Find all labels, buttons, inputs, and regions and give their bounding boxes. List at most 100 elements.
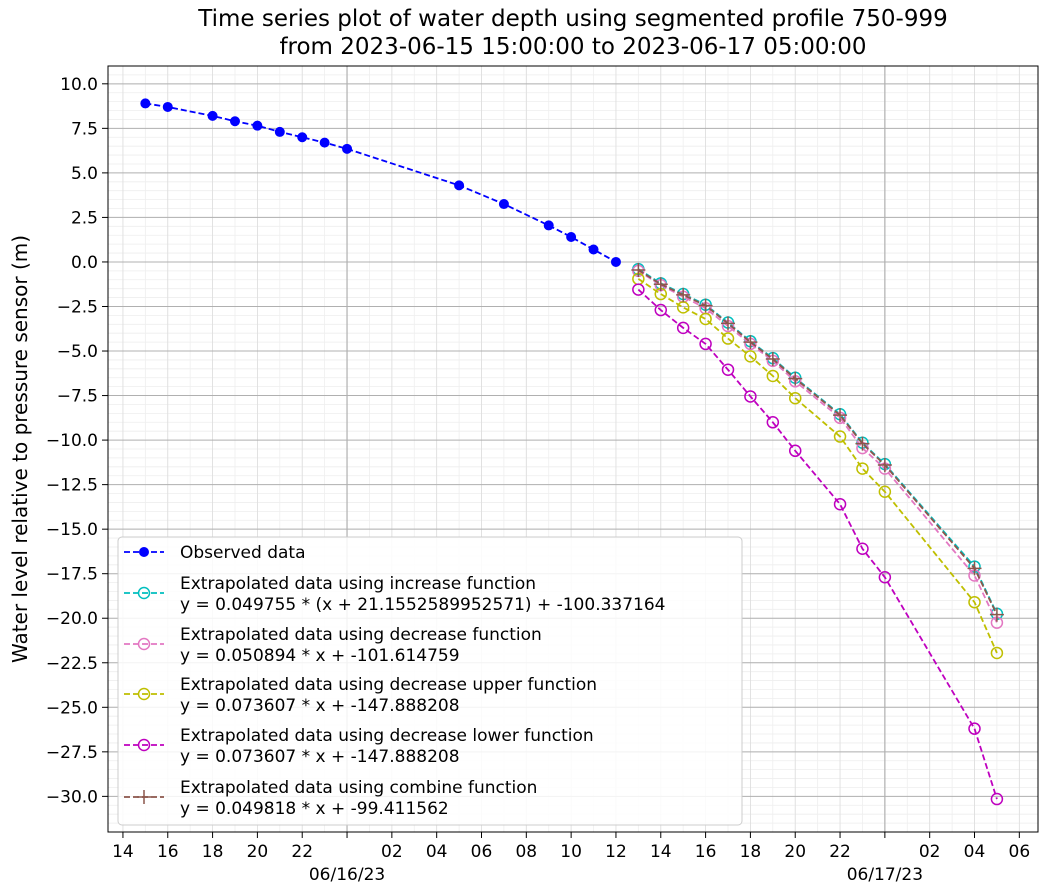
x-tick-label: 16 <box>695 842 717 862</box>
x-tick-label: 08 <box>515 842 537 862</box>
legend-item: Extrapolated data using combine function… <box>124 778 537 819</box>
x-tick-label: 02 <box>381 842 403 862</box>
data-point <box>877 458 892 473</box>
series-6 <box>631 262 1004 622</box>
data-point <box>788 371 803 386</box>
data-point <box>653 277 668 292</box>
legend-equation: y = 0.073607 * x + -147.888208 <box>180 747 460 767</box>
data-point <box>766 369 780 383</box>
y-tick-label: −25.0 <box>46 698 98 718</box>
data-point <box>162 101 173 112</box>
series-line <box>637 278 998 654</box>
data-point <box>252 120 263 131</box>
data-point <box>543 220 554 231</box>
x-tick-label: 06/16/23 <box>309 865 385 885</box>
data-point <box>856 542 869 556</box>
legend-item: Extrapolated data using decrease upper f… <box>124 675 597 716</box>
data-point <box>788 444 802 458</box>
x-tick-label: 06 <box>471 842 493 862</box>
data-point <box>610 256 621 267</box>
y-tick-label: −15.0 <box>46 520 98 540</box>
data-point <box>632 283 645 296</box>
legend-swatch-marker <box>137 637 151 651</box>
x-tick-label: 10 <box>560 842 582 862</box>
legend-label: Extrapolated data using decrease functio… <box>180 625 542 645</box>
y-tick-label: −10.0 <box>46 431 98 451</box>
x-tick-label: 06/17/23 <box>847 865 923 885</box>
x-tick-label: 14 <box>112 842 134 862</box>
y-tick-label: 0.0 <box>71 253 98 273</box>
data-point <box>833 497 847 511</box>
data-point <box>990 646 1004 660</box>
data-point <box>229 116 240 127</box>
data-point <box>765 352 780 367</box>
chart-subtitle: from 2023-06-15 15:00:00 to 2023-06-17 0… <box>279 34 867 60</box>
x-tick-label: 04 <box>964 842 986 862</box>
data-point <box>588 244 599 255</box>
legend-equation: y = 0.049818 * x + -99.411562 <box>180 799 449 819</box>
legend-item: Extrapolated data using decrease functio… <box>124 625 542 666</box>
y-tick-label: −22.5 <box>46 654 98 674</box>
data-point <box>878 571 892 584</box>
legend-swatch-marker <box>137 738 151 752</box>
legend-item: Extrapolated data using increase functio… <box>124 574 666 615</box>
x-tick-label: 20 <box>247 842 269 862</box>
plot-frame <box>107 65 1039 833</box>
x-tick-label: 20 <box>784 842 806 862</box>
legend-equation: y = 0.049755 * (x + 21.1552589952571) + … <box>180 595 666 615</box>
data-point <box>698 298 713 313</box>
data-point <box>855 436 870 451</box>
data-point <box>788 391 802 405</box>
data-point <box>676 287 691 302</box>
y-tick-label: −27.5 <box>46 743 98 763</box>
y-tick-label: −30.0 <box>46 787 98 807</box>
y-axis-label: Water level relative to pressure sensor … <box>8 235 32 663</box>
legend-equation: y = 0.073607 * x + -147.888208 <box>180 696 460 716</box>
data-point <box>676 321 690 335</box>
x-tick-label: 18 <box>202 842 224 862</box>
data-point <box>856 462 869 475</box>
legend-item: Observed data <box>124 543 305 563</box>
x-tick-label: 22 <box>291 842 313 862</box>
data-point <box>566 232 577 243</box>
data-point <box>454 180 465 191</box>
y-tick-label: −7.5 <box>57 387 98 407</box>
x-tick-label: 06 <box>1009 842 1031 862</box>
series-1 <box>140 98 621 267</box>
legend-swatch-marker <box>137 586 151 600</box>
series-layer <box>140 98 1004 806</box>
legend-label: Extrapolated data using increase functio… <box>180 574 536 594</box>
chart-title: Time series plot of water depth using se… <box>198 6 948 32</box>
legend-label: Extrapolated data using combine function <box>180 778 537 798</box>
x-tick-label: 02 <box>919 842 941 862</box>
legend-equation: y = 0.050894 * x + -101.614759 <box>180 646 460 666</box>
data-point <box>297 132 308 143</box>
x-tick-label: 16 <box>157 842 179 862</box>
axis-ticks: 14 16 18 20 22 06/16/23 02 04 06 08 10 12 14 16 18 20 22… <box>46 75 1030 885</box>
x-tick-label: 22 <box>829 842 851 862</box>
data-point <box>878 485 892 499</box>
data-point <box>967 561 982 576</box>
data-point <box>990 792 1004 806</box>
data-point <box>721 363 735 376</box>
legend-swatch-marker <box>139 547 149 557</box>
x-tick-label: 18 <box>740 842 762 862</box>
y-tick-label: −2.5 <box>57 297 98 317</box>
y-tick-label: 10.0 <box>60 75 98 95</box>
legend-label: Observed data <box>180 543 305 563</box>
y-tick-label: 2.5 <box>71 208 98 228</box>
data-point <box>968 595 981 609</box>
y-tick-label: −17.5 <box>46 565 98 585</box>
data-point <box>498 199 509 210</box>
data-point <box>989 607 1004 622</box>
data-point <box>833 430 847 443</box>
data-point <box>744 390 757 403</box>
data-point <box>207 110 218 121</box>
data-point <box>319 137 330 148</box>
data-point <box>766 416 780 429</box>
legend-swatch-marker <box>137 687 151 701</box>
y-tick-label: −12.5 <box>46 476 98 496</box>
y-tick-label: 7.5 <box>71 119 98 139</box>
data-point <box>744 350 757 363</box>
